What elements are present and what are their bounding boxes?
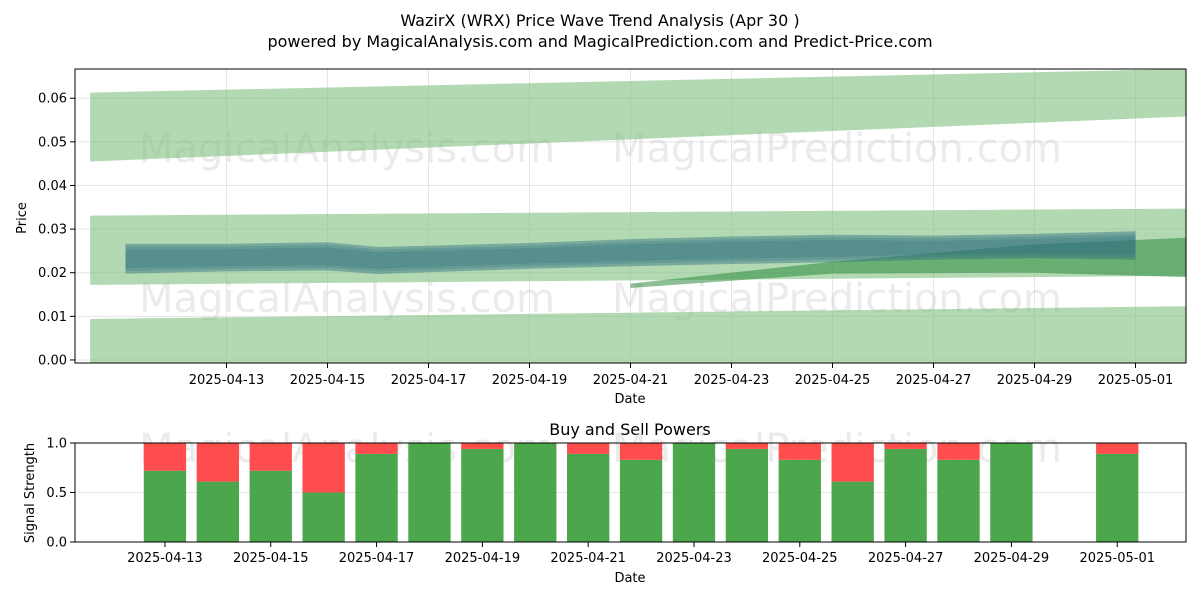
top-x-tick-label: 2025-04-29	[997, 373, 1073, 388]
buy-bar	[249, 470, 292, 542]
bottom-plot-frame	[74, 442, 1187, 543]
top-x-tick-label: 2025-04-25	[795, 373, 871, 388]
bottom-x-tick-label: 2025-04-17	[339, 551, 415, 566]
bottom-bars	[143, 443, 1139, 542]
buy-bar	[884, 448, 927, 542]
sell-bar	[249, 443, 292, 471]
sell-bar	[884, 443, 927, 449]
top-bands	[90, 69, 1186, 363]
top-x-tick-label: 2025-05-01	[1098, 373, 1174, 388]
sell-bar	[461, 443, 504, 449]
bottom-x-tick-label: 2025-05-01	[1079, 551, 1155, 566]
buy-bar	[619, 459, 663, 542]
top-y-tick-label: 0.02	[38, 266, 67, 281]
top-x-tick-label: 2025-04-13	[189, 373, 265, 388]
top-y-tick-label: 0.01	[38, 310, 67, 325]
buy-bar	[831, 481, 874, 542]
bottom-y-tick-label: 0.5	[46, 486, 67, 501]
chart-subtitle: powered by MagicalAnalysis.com and Magic…	[267, 32, 932, 51]
buy-bar	[408, 443, 451, 542]
sell-bar	[567, 443, 610, 454]
top-x-tick-label: 2025-04-21	[593, 373, 669, 388]
bottom-y-tick-label: 0.0	[46, 536, 67, 551]
sell-bar	[778, 443, 821, 460]
top-x-tick-label: 2025-04-19	[492, 373, 568, 388]
sell-bar	[1096, 443, 1139, 454]
bottom-axes: 2025-04-13 2025-04-15 2025-04-17 2025-04-19…	[46, 437, 1155, 567]
top-y-tick-label: 0.05	[38, 135, 67, 150]
sell-bar	[725, 443, 769, 449]
buy-bar	[937, 459, 980, 542]
top-axes: 2025-04-13 2025-04-15 2025-04-17 2025-04-19…	[38, 92, 1173, 388]
buy-bar	[1096, 453, 1139, 542]
bottom-x-tick-label: 2025-04-27	[868, 551, 944, 566]
bottom-x-tick-label: 2025-04-15	[233, 551, 309, 566]
bottom-x-tick-label: 2025-04-25	[762, 551, 838, 566]
top-x-axis-label: Date	[614, 392, 645, 407]
trend-band	[630, 237, 1186, 288]
top-x-tick-label: 2025-04-15	[290, 373, 366, 388]
top-y-axis-label: Price	[15, 202, 30, 234]
price-band	[125, 233, 1136, 272]
bottom-x-axis-label: Date	[614, 571, 645, 586]
bottom-y-axis-label: Signal Strength	[23, 443, 38, 543]
bottom-x-tick-label: 2025-04-19	[445, 551, 521, 566]
top-y-tick-label: 0.04	[38, 179, 67, 194]
sell-bar	[143, 443, 187, 471]
top-y-tick-label: 0.06	[38, 92, 67, 107]
bottom-chart-title: Buy and Sell Powers	[549, 420, 711, 439]
bottom-x-tick-label: 2025-04-21	[550, 551, 626, 566]
buy-bar	[196, 481, 240, 542]
buy-bar	[567, 453, 610, 542]
buy-bar	[143, 470, 187, 542]
top-plot-frame	[74, 68, 1187, 364]
buy-bar	[672, 443, 716, 542]
price-band	[125, 236, 1136, 269]
buy-bar	[461, 448, 504, 542]
sell-bar	[937, 443, 980, 460]
top-x-tick-label: 2025-04-27	[896, 373, 972, 388]
buy-bar	[990, 443, 1033, 542]
sell-bar	[355, 443, 398, 454]
top-y-tick-label: 0.03	[38, 223, 67, 238]
buy-bar	[514, 443, 557, 542]
bottom-y-tick-label: 1.0	[46, 437, 67, 452]
top-x-tick-label: 2025-04-23	[694, 373, 770, 388]
sell-bar	[196, 443, 240, 482]
wave-band-2	[90, 306, 1186, 363]
top-x-tick-label: 2025-04-17	[391, 373, 467, 388]
chart-title: WazirX (WRX) Price Wave Trend Analysis (…	[400, 11, 799, 30]
buy-bar	[302, 492, 345, 542]
bottom-x-tick-label: 2025-04-23	[656, 551, 732, 566]
sell-bar	[619, 443, 663, 460]
buy-bar	[725, 448, 769, 542]
wave-band-0	[90, 69, 1186, 162]
buy-bar	[778, 459, 821, 542]
top-y-tick-label: 0.00	[38, 353, 67, 368]
price-band	[125, 231, 1136, 274]
sell-bar	[302, 443, 345, 493]
buy-bar	[355, 453, 398, 542]
bottom-x-tick-label: 2025-04-29	[974, 551, 1050, 566]
sell-bar	[831, 443, 874, 482]
bottom-x-tick-label: 2025-04-13	[127, 551, 203, 566]
